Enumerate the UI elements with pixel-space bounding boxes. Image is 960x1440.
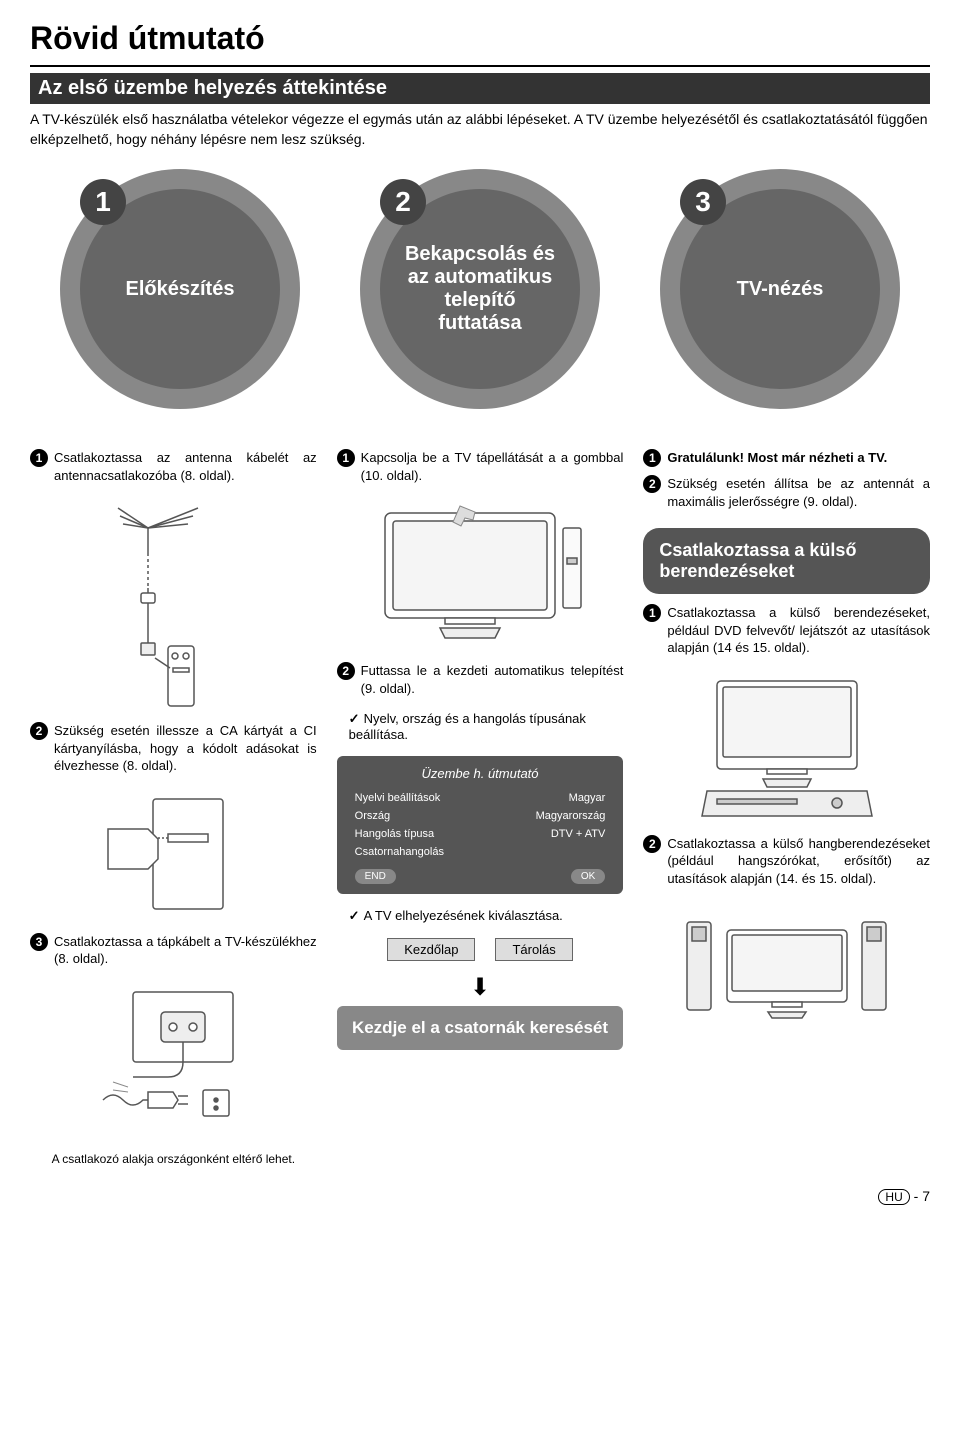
- col2-step2: 2 Futtassa le a kezdeti automatikus tele…: [337, 662, 624, 697]
- column-1: 1 Csatlakoztassa az antenna kábelét az a…: [30, 449, 317, 1167]
- col1-step3-text: Csatlakoztassa a tápkábelt a TV-készülék…: [54, 933, 317, 968]
- tv-power-illustration: [337, 498, 624, 648]
- badge-1b: 1: [337, 449, 355, 467]
- wizard-row-2: Hangolás típusaDTV + ATV: [347, 825, 614, 843]
- col2-step1-text: Kapcsolja be a TV tápellátását a a gombb…: [361, 449, 624, 484]
- circle-1: 1 Előkészítés: [60, 169, 300, 409]
- placement-buttons: Kezdőlap Tárolás: [337, 938, 624, 961]
- badge-2b: 2: [337, 662, 355, 680]
- circle-2: 2 Bekapcsolás és az automatikus telepítő…: [360, 169, 600, 409]
- badge-1c: 1: [643, 449, 661, 467]
- page-title: Rövid útmutató: [30, 20, 930, 57]
- col3-step2: 2 Szükség esetén állítsa be az antennát …: [643, 475, 930, 510]
- col1-step2-text: Szükség esetén illessze a CA kártyát a C…: [54, 722, 317, 775]
- col1-step1: 1 Csatlakoztassa az antenna kábelét az a…: [30, 449, 317, 484]
- check-lang: Nyelv, ország és a hangolás típusának be…: [349, 711, 624, 742]
- col1-step2: 2 Szükség esetén illessze a CA kártyát a…: [30, 722, 317, 775]
- col3-ext2: 2 Csatlakoztassa a külső hangberendezése…: [643, 835, 930, 888]
- intro-text: A TV-készülék első használatba vételekor…: [30, 110, 930, 149]
- col3-step1: 1 Gratulálunk! Most már nézheti a TV.: [643, 449, 930, 467]
- col2-step1: 1 Kapcsolja be a TV tápellátását a a gom…: [337, 449, 624, 484]
- col3-ext1-text: Csatlakoztassa a külső berendezéseket, p…: [667, 604, 930, 657]
- badge-1d: 1: [643, 604, 661, 622]
- badge-2d: 2: [643, 835, 661, 853]
- title-underline: [30, 65, 930, 67]
- circle-3: 3 TV-nézés: [660, 169, 900, 409]
- section-heading: Az első üzembe helyezés áttekintése: [30, 73, 930, 104]
- plug-note: A csatlakozó alakja országonként eltérő …: [30, 1152, 317, 1168]
- dvd-illustration: [643, 671, 930, 821]
- badge-3: 3: [30, 933, 48, 951]
- col3-step2-text: Szükség esetén állítsa be az antennát a …: [667, 475, 930, 510]
- antenna-illustration: [30, 498, 317, 708]
- page-footer: HU - 7: [30, 1188, 930, 1204]
- circle-2-num: 2: [380, 179, 426, 225]
- col3-step1-text: Gratulálunk! Most már nézheti a TV.: [667, 449, 930, 467]
- wizard-row-3: Csatornahangolás: [347, 843, 614, 861]
- setup-wizard: Üzembe h. útmutató Nyelvi beállításokMag…: [337, 756, 624, 894]
- wizard-title: Üzembe h. útmutató: [347, 766, 614, 781]
- page-number: - 7: [914, 1188, 930, 1204]
- power-illustration: [30, 982, 317, 1132]
- home-button[interactable]: Kezdőlap: [387, 938, 475, 961]
- badge-2c: 2: [643, 475, 661, 493]
- col1-step1-text: Csatlakoztassa az antenna kábelét az ant…: [54, 449, 317, 484]
- wizard-end-button[interactable]: END: [355, 869, 396, 884]
- speakers-illustration: [643, 902, 930, 1022]
- badge-1: 1: [30, 449, 48, 467]
- col3-ext1: 1 Csatlakoztassa a külső berendezéseket,…: [643, 604, 930, 657]
- column-2: 1 Kapcsolja be a TV tápellátását a a gom…: [337, 449, 624, 1167]
- steps-circles: 1 Előkészítés 2 Bekapcsolás és az automa…: [30, 169, 930, 409]
- wizard-row-1: OrszágMagyarország: [347, 807, 614, 825]
- column-3: 1 Gratulálunk! Most már nézheti a TV. 2 …: [643, 449, 930, 1167]
- ca-card-illustration: [30, 789, 317, 919]
- wizard-ok-button[interactable]: OK: [571, 869, 605, 884]
- arrow-down-icon: ⬇: [337, 973, 624, 1002]
- badge-2: 2: [30, 722, 48, 740]
- circle-3-num: 3: [680, 179, 726, 225]
- external-devices-callout: Csatlakoztassa a külső berendezéseket: [643, 528, 930, 594]
- col3-ext2-text: Csatlakoztassa a külső hangberendezéseke…: [667, 835, 930, 888]
- col2-step2-text: Futtassa le a kezdeti automatikus telepí…: [361, 662, 624, 697]
- start-search-box: Kezdje el a csatornák keresését: [337, 1006, 624, 1050]
- store-button[interactable]: Tárolás: [495, 938, 572, 961]
- circle-1-num: 1: [80, 179, 126, 225]
- check-placement: A TV elhelyezésének kiválasztása.: [349, 908, 624, 924]
- wizard-row-0: Nyelvi beállításokMagyar: [347, 789, 614, 807]
- col1-step3: 3 Csatlakoztassa a tápkábelt a TV-készül…: [30, 933, 317, 968]
- lang-badge: HU: [878, 1189, 909, 1205]
